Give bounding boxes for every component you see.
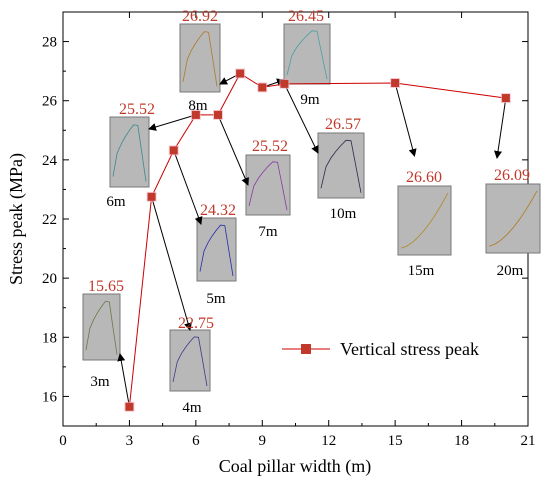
inset-curve — [286, 30, 328, 80]
inset-box — [109, 116, 150, 188]
peak-value-label: 26.92 — [182, 8, 218, 25]
width-label: 20m — [497, 263, 524, 279]
legend: Vertical stress peak — [282, 339, 479, 359]
y-tick-label: 28 — [42, 35, 57, 51]
width-label: 15m — [408, 263, 435, 279]
x-tick-label: 9 — [259, 433, 267, 449]
callout-arrow — [151, 196, 192, 331]
callout-arrow — [148, 114, 197, 131]
peak-value-label: 26.45 — [288, 8, 324, 25]
inset-box — [283, 23, 331, 85]
callout-arrow — [173, 150, 203, 225]
width-label: 3m — [90, 374, 110, 390]
y-tick-label: 16 — [42, 389, 58, 405]
width-label: 7m — [258, 224, 278, 240]
callout-arrow — [217, 114, 249, 186]
series-line — [128, 72, 506, 407]
y-tick-label: 26 — [42, 94, 58, 110]
data-point — [191, 110, 200, 119]
inset-curve — [172, 336, 208, 387]
data-point — [501, 94, 510, 103]
callout-arrow — [494, 97, 507, 159]
peak-value-label: 25.52 — [252, 138, 288, 155]
data-point — [391, 78, 400, 87]
peak-value-label: 15.65 — [88, 278, 124, 295]
inset-curve — [320, 139, 362, 193]
legend-marker — [301, 344, 311, 354]
inset-curve — [400, 192, 449, 249]
peak-value-label: 25.52 — [119, 101, 155, 118]
inset-box — [196, 217, 237, 282]
inset-box — [179, 23, 221, 93]
width-label: 4m — [182, 400, 202, 416]
inset-curve — [182, 31, 218, 87]
peak-value-label: 24.32 — [200, 202, 236, 219]
y-tick-label: 18 — [42, 330, 57, 346]
peak-value-label: 26.57 — [325, 116, 361, 133]
inset-box — [317, 132, 365, 199]
inset-box — [397, 185, 452, 256]
inset-plots — [82, 23, 541, 392]
inset-curve — [199, 224, 234, 277]
peak-value-label: 22.75 — [178, 315, 214, 332]
data-point — [169, 146, 178, 155]
y-tick-label: 20 — [42, 271, 57, 287]
peak-value-label: 26.60 — [406, 169, 442, 186]
callout-arrow — [117, 353, 130, 407]
inset-box — [169, 329, 211, 392]
data-point — [214, 110, 222, 119]
inset-curve — [112, 124, 147, 182]
y-tick-label: 22 — [42, 212, 57, 228]
legend-label: Vertical stress peak — [340, 339, 479, 359]
width-label: 9m — [300, 92, 320, 108]
annotation-labels: 15.65 3m 22.75 4m 24.32 5m 25.52 6m 25.52 7m 26.92… — [88, 8, 530, 416]
callout-arrows — [117, 73, 507, 407]
x-tick-label: 18 — [454, 433, 469, 449]
width-label: 10m — [330, 206, 357, 222]
inset-box — [485, 183, 541, 254]
data-point — [125, 402, 134, 411]
data-point — [280, 79, 289, 88]
data-point — [258, 83, 267, 92]
axis-ticks: 0 3 6 9 12 15 18 21 16 18 20 22 24 26 28 — [42, 12, 536, 449]
data-point — [147, 192, 156, 201]
inset-curve — [488, 190, 538, 247]
x-tick-label: 21 — [521, 433, 536, 449]
x-tick-label: 6 — [192, 433, 200, 449]
callout-arrow — [283, 83, 319, 154]
peak-value-label: 26.09 — [494, 167, 530, 184]
series-group — [124, 68, 511, 412]
inset-curve — [85, 300, 118, 355]
inset-curve — [248, 161, 288, 211]
x-tick-label: 0 — [59, 433, 67, 449]
y-axis-label: Stress peak (MPa) — [6, 153, 27, 285]
width-label: 6m — [106, 194, 126, 210]
inset-box — [82, 293, 121, 361]
callout-arrow — [394, 82, 417, 157]
data-point — [236, 69, 245, 78]
width-label: 5m — [206, 291, 226, 307]
inset-box — [245, 154, 291, 216]
y-tick-label: 24 — [42, 153, 58, 169]
width-label: 8m — [188, 98, 208, 114]
x-tick-label: 15 — [388, 433, 403, 449]
x-tick-label: 3 — [126, 433, 134, 449]
x-tick-label: 12 — [321, 433, 336, 449]
x-axis-label: Coal pillar width (m) — [219, 456, 371, 477]
